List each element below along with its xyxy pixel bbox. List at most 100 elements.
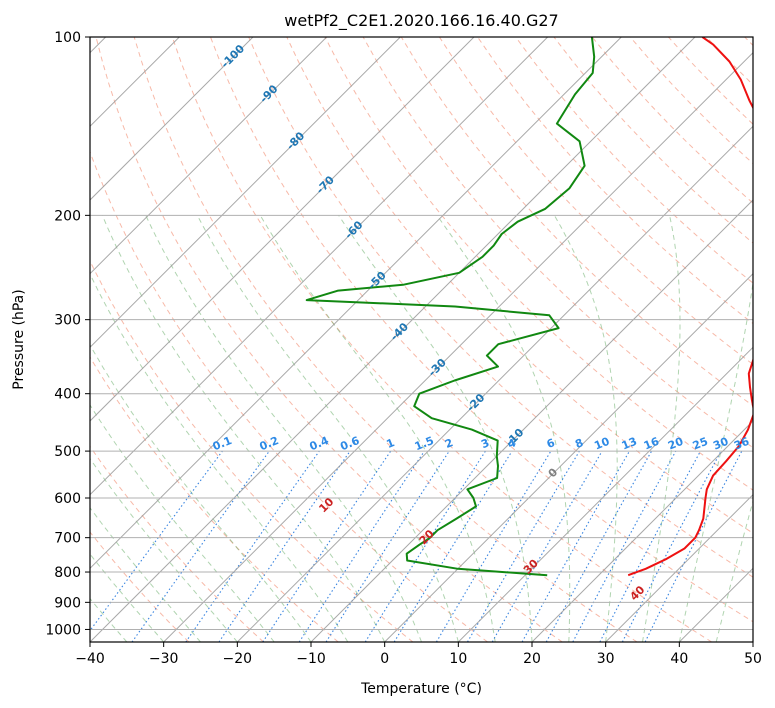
y-tick-label: 900 [54, 595, 81, 611]
mixing-ratio-line [572, 450, 677, 642]
isotherm-line [163, 51, 753, 642]
moist-adiabat-line [642, 215, 681, 642]
dry-adiabat-line [248, 37, 753, 578]
dry-adiabat-line [210, 37, 753, 623]
y-tick-label: 300 [54, 313, 81, 329]
moist-adiabat-line [90, 457, 238, 642]
plot-frame [89, 36, 754, 643]
temperature-profile-line [627, 37, 753, 577]
y-tick-label: 100 [54, 30, 81, 46]
moist-adiabat-line [90, 272, 349, 642]
isotherm-line [384, 272, 753, 642]
mixing-ratio-line [131, 450, 270, 642]
mixing-ratio-label: 0.4 [308, 434, 331, 453]
dry-adiabat-line [438, 37, 753, 366]
moist-adiabat-line [678, 280, 753, 642]
mixing-ratio-line [218, 450, 351, 642]
dry-adiabat-line [400, 37, 753, 407]
chart-title: wetPf2_C2E1.2020.166.16.40.G27 [284, 11, 558, 31]
mixing-ratio-lines [90, 450, 743, 642]
dry-adiabat-line [90, 259, 414, 642]
moist-adiabat-line [101, 215, 386, 642]
mixing-ratio-label: 8 [573, 436, 585, 451]
x-tick-label: 0 [380, 651, 389, 667]
dry-adiabat-line [591, 37, 753, 204]
mixing-ratio-line [90, 450, 223, 632]
mixing-ratio-line [185, 450, 320, 642]
x-tick-label: −20 [223, 651, 253, 667]
mixing-ratio-label: 13 [620, 435, 639, 453]
moist-adiabat-line [145, 215, 422, 642]
y-axis-label: Pressure (hPa) [11, 289, 27, 389]
dry-adiabat-line [171, 37, 712, 642]
x-axis-label: Temperature (°C) [360, 681, 482, 697]
moist-adiabat-line [259, 215, 496, 642]
isotherm-line [90, 37, 475, 422]
isotherm-line [90, 37, 549, 496]
mixing-ratio-label: 10 [592, 435, 611, 453]
isotherm-line [310, 199, 753, 642]
dry-adiabats [90, 37, 753, 642]
dry-adiabat-label: 40 [627, 583, 647, 603]
x-tick-label: −40 [75, 651, 105, 667]
isotherm-line [236, 125, 753, 642]
mixing-ratio-line [325, 450, 450, 642]
moist-adiabat-line [90, 343, 312, 642]
moist-adiabat-line [553, 215, 618, 642]
x-tick-label: 10 [449, 651, 467, 667]
x-axis: −40 −30 −20 −10 0 10 20 30 40 50 [75, 642, 762, 667]
dry-adiabat-line [668, 37, 753, 125]
dry-adiabat-line [90, 150, 488, 642]
isotherm-line [531, 420, 753, 642]
mixing-ratio-line [298, 450, 425, 642]
isotherm-line [90, 37, 254, 201]
x-tick-label: −10 [296, 651, 326, 667]
moist-adiabat-line [715, 499, 753, 642]
mixing-ratio-line [262, 450, 392, 642]
isotherm-line [90, 37, 696, 642]
moist-adiabat-line [90, 404, 275, 642]
moist-adiabat-line [436, 215, 571, 642]
mixing-ratio-line [521, 450, 630, 642]
mixing-ratio-label: 6 [545, 436, 557, 451]
mixing-ratio-label: 2 [443, 436, 455, 451]
dry-adiabat-line [95, 37, 563, 642]
mixing-ratio-line [393, 450, 513, 642]
y-tick-label: 1000 [45, 622, 81, 638]
isotherm-line [90, 37, 622, 570]
profiles [305, 37, 753, 577]
dry-adiabat-line [90, 356, 339, 642]
pressure-gridlines [90, 37, 753, 630]
isotherms [90, 37, 753, 642]
mixing-ratio-label: 1 [385, 436, 397, 451]
mixing-ratio-label: 3 [479, 436, 491, 451]
dry-adiabat-line [90, 445, 264, 642]
isotherm-line [90, 37, 328, 275]
isotherm-line [90, 37, 401, 349]
mixing-ratio-label: 36 [732, 435, 751, 453]
x-tick-label: 40 [670, 651, 688, 667]
isotherm-line [678, 567, 753, 642]
mixing-ratio-line [644, 450, 743, 642]
isotherm-line [457, 346, 753, 642]
y-tick-label: 600 [54, 491, 81, 507]
mixing-ratio-label: 30 [711, 435, 730, 453]
dry-adiabat-line [515, 37, 753, 284]
y-tick-label: 200 [54, 208, 81, 224]
mixing-ratio-label: 0.6 [338, 434, 361, 453]
isotherm-line [752, 641, 753, 642]
mixing-ratio-label: 0.1 [211, 434, 234, 453]
dry-adiabat-line [744, 37, 753, 47]
mixing-ratio-label: 16 [642, 435, 661, 453]
dry-adiabat-line [133, 37, 638, 642]
y-tick-label: 700 [54, 531, 81, 547]
dry-adiabat-line [553, 37, 753, 244]
x-tick-label: 50 [744, 651, 762, 667]
plot-area: -100-90-80-70-60-50-40-30-20-10010203040… [90, 37, 753, 642]
mixing-ratio-label: 1.5 [413, 434, 436, 453]
x-tick-label: 30 [597, 651, 615, 667]
dry-adiabat-line [90, 531, 190, 642]
mixing-ratio-line [467, 450, 580, 642]
moist-adiabat-line [196, 215, 459, 642]
